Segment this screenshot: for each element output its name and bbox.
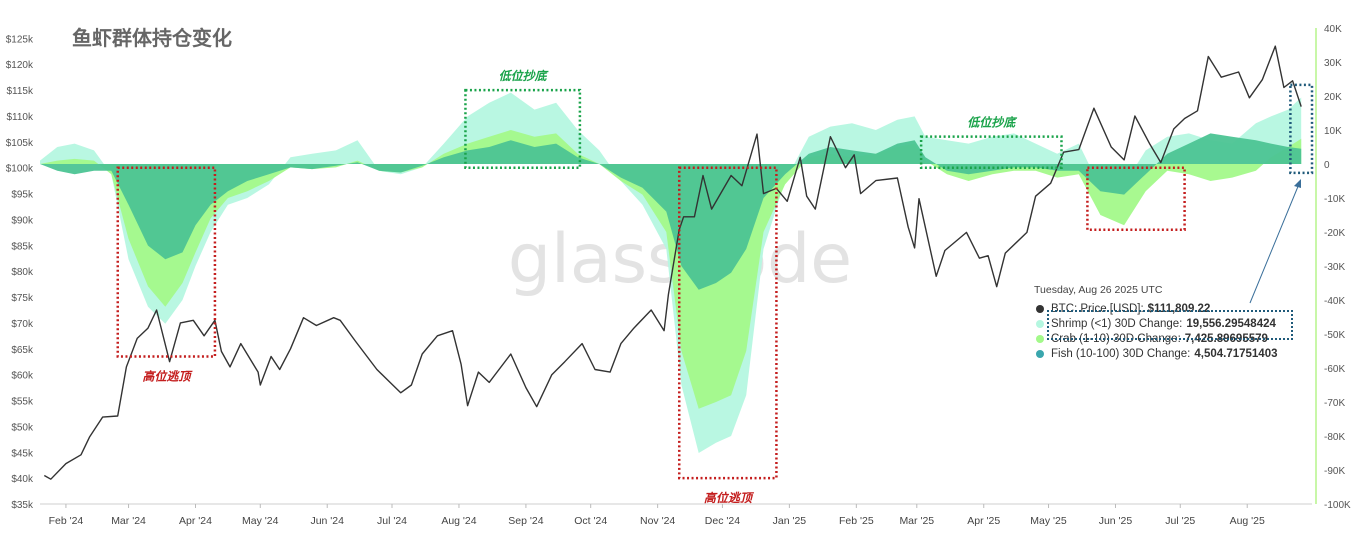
- left-axis-tick-label: $80k: [11, 267, 34, 278]
- left-axis-tick-label: $105k: [6, 138, 34, 149]
- annotation-box: [677, 166, 778, 480]
- tooltip-fish-label: Fish (10-100) 30D Change:: [1051, 347, 1191, 360]
- x-axis-tick-label: Jun '25: [1099, 515, 1133, 527]
- left-axis-tick-label: $115k: [6, 86, 34, 97]
- right-axis-tick-label: 20K: [1324, 92, 1342, 103]
- left-axis-tick-label: $90k: [11, 215, 34, 226]
- annotation-box: [1086, 166, 1186, 232]
- annotation-label: 高位逃顶: [704, 491, 755, 505]
- left-axis-tick-label: $100k: [6, 164, 34, 175]
- right-axis-tick-label: -50K: [1324, 330, 1345, 341]
- area-series-shrimp: [40, 92, 1302, 453]
- annotation-label: 低位抄底: [967, 116, 1017, 130]
- left-axis-tick-label: $60k: [11, 371, 34, 382]
- x-axis-tick-label: Dec '24: [705, 515, 740, 527]
- x-axis-tick-label: Mar '25: [899, 515, 934, 527]
- left-axis-tick-label: $125k: [6, 34, 34, 45]
- btc-legend-dot-icon: [1036, 304, 1044, 313]
- tooltip-highlight-box: [1047, 310, 1293, 340]
- tooltip-date: Tuesday, Aug 26 2025 UTC: [1034, 284, 1163, 296]
- left-axis-tick-label: $70k: [11, 319, 34, 330]
- right-axis-tick-label: -20K: [1324, 228, 1345, 239]
- tooltip-row-fish: Fish (10-100) 30D Change: 4,504.71751403: [1034, 346, 1296, 361]
- tooltip-fish-value: 4,504.71751403: [1194, 347, 1278, 360]
- right-axis-tick-label: -10K: [1324, 194, 1345, 205]
- left-axis-tick-label: $110k: [6, 112, 34, 123]
- right-axis-tick-label: -70K: [1324, 398, 1345, 409]
- right-axis-tick-label: 40K: [1324, 24, 1342, 35]
- right-axis-tick-label: -40K: [1324, 296, 1345, 307]
- annotation-box: [464, 88, 582, 169]
- tooltip-pointer-arrow: [1249, 183, 1300, 304]
- left-axis-tick-label: $65k: [11, 345, 34, 356]
- x-axis-tick-label: Apr '25: [967, 515, 1000, 527]
- x-axis-tick-label: Feb '25: [839, 515, 874, 527]
- left-axis-tick-label: $40k: [11, 474, 34, 485]
- crab-legend-dot-icon: [1036, 334, 1044, 343]
- left-axis-tick-label: $50k: [11, 422, 34, 433]
- shrimp-legend-dot-icon: [1036, 319, 1044, 328]
- right-axis-tick-label: 10K: [1324, 126, 1342, 137]
- chart-title: 鱼虾群体持仓变化: [72, 26, 232, 50]
- area-series-fish: [40, 133, 1302, 290]
- right-axis-tick-label: 0: [1324, 160, 1330, 171]
- annotation-box: [1289, 83, 1314, 175]
- left-axis-tick-label: $75k: [11, 293, 34, 304]
- left-axis-tick-label: $85k: [11, 241, 34, 252]
- tooltip-shrimp-label: Shrimp (<1) 30D Change:: [1051, 317, 1183, 330]
- left-axis-tick-label: $55k: [11, 397, 34, 408]
- x-axis-tick-label: Feb '24: [49, 515, 84, 527]
- right-axis-tick-label: 30K: [1324, 58, 1342, 69]
- x-axis-tick-label: Aug '25: [1230, 515, 1265, 527]
- x-axis-tick-label: Jul '25: [1165, 515, 1195, 527]
- x-axis-tick-label: Jun '24: [310, 515, 344, 527]
- right-axis-tick-label: -30K: [1324, 262, 1345, 273]
- tooltip-row-shrimp: Shrimp (<1) 30D Change: 19,556.29548424: [1034, 316, 1296, 331]
- tooltip-shrimp-value: 19,556.29548424: [1186, 317, 1276, 330]
- x-axis-tick-label: Sep '24: [508, 515, 543, 527]
- annotation-label: 低位抄底: [499, 69, 549, 83]
- x-axis-tick-label: Aug '24: [441, 515, 476, 527]
- x-axis-tick-label: May '25: [1030, 515, 1067, 527]
- x-axis-tick-label: Jan '25: [773, 515, 807, 527]
- left-axis-tick-label: $35k: [11, 500, 34, 511]
- x-axis-tick-label: Nov '24: [640, 515, 675, 527]
- tooltip-pointer-arrowhead: [1294, 179, 1301, 188]
- x-axis-tick-label: Oct '24: [574, 515, 607, 527]
- right-axis-tick-label: -100K: [1324, 500, 1351, 511]
- left-axis-tick-label: $95k: [11, 190, 34, 201]
- x-axis-tick-label: Jul '24: [377, 515, 407, 527]
- x-axis-tick-label: Mar '24: [111, 515, 146, 527]
- x-axis-tick-label: Apr '24: [179, 515, 212, 527]
- x-axis-tick-label: May '24: [242, 515, 279, 527]
- right-axis-tick-label: -60K: [1324, 364, 1345, 375]
- right-axis-tick-label: -80K: [1324, 432, 1345, 443]
- annotation-label: 高位逃顶: [142, 370, 193, 384]
- fish-legend-dot-icon: [1036, 349, 1044, 358]
- right-axis-tick-label: -90K: [1324, 466, 1345, 477]
- left-axis-tick-label: $45k: [11, 448, 34, 459]
- annotation-box: [116, 166, 217, 358]
- left-axis-tick-label: $120k: [6, 60, 34, 71]
